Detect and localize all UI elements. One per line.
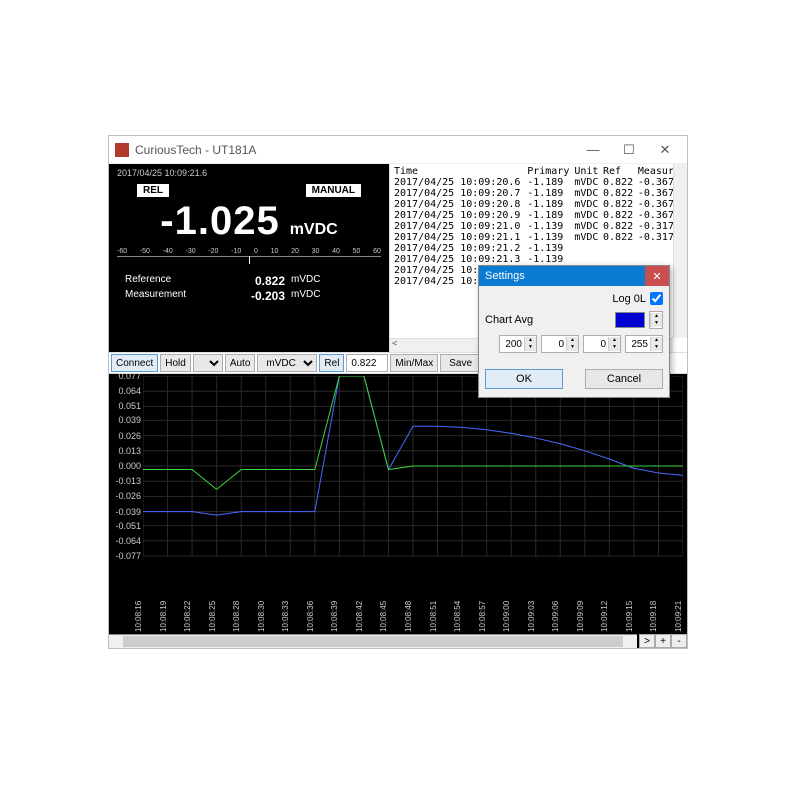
- swatch-spinner[interactable]: ▲▼: [649, 311, 663, 329]
- spinner-3[interactable]: ▲▼: [583, 335, 621, 353]
- settings-title: Settings: [485, 270, 525, 282]
- chart-y-label: -0.051: [111, 521, 141, 531]
- chart-x-label: 10:08:54: [453, 582, 462, 632]
- chart-y-label: 0.026: [111, 431, 141, 441]
- chart-x-label: 10:09:09: [576, 582, 585, 632]
- chart-x-label: 10:09:03: [527, 582, 536, 632]
- chart-y-label: 0.051: [111, 401, 141, 411]
- table-row[interactable]: 2017/04/25 10:09:20.9-1.189mVDC0.822-0.3…: [394, 210, 685, 221]
- chart-x-label: 10:09:18: [649, 582, 658, 632]
- chart-x-label: 10:08:51: [429, 582, 438, 632]
- rel-button[interactable]: Rel: [319, 354, 344, 372]
- chart-x-label: 10:08:33: [281, 582, 290, 632]
- chart-x-label: 10:08:45: [379, 582, 388, 632]
- log0l-label: Log 0L: [612, 293, 646, 305]
- measurement-unit: mVDC: [291, 289, 320, 303]
- chart-area: > + - 0.077 0.064 0.051 0.039 0.026 0.013 0.00…: [109, 374, 687, 648]
- hold-button[interactable]: Hold: [160, 354, 191, 372]
- chart-zoom-out[interactable]: -: [671, 634, 687, 648]
- reference-label: Reference: [125, 274, 225, 288]
- table-row[interactable]: 2017/04/25 10:09:20.7-1.189mVDC0.822-0.3…: [394, 188, 685, 199]
- chart-plot: [143, 376, 683, 616]
- reference-value: 0.822: [225, 274, 285, 288]
- spinner-1[interactable]: ▲▼: [499, 335, 537, 353]
- chart-scroll-right[interactable]: >: [639, 634, 655, 648]
- chart-x-label: 10:09:12: [600, 582, 609, 632]
- spinner-4[interactable]: ▲▼: [625, 335, 663, 353]
- titlebar: CuriousTech - UT181A — ☐ ✕: [109, 136, 687, 164]
- measurement-label: Measurement: [125, 289, 225, 303]
- chart-x-label: 10:09:00: [502, 582, 511, 632]
- mode-select[interactable]: mVDC: [257, 354, 317, 372]
- table-row[interactable]: 2017/04/25 10:09:21.3-1.139: [394, 254, 685, 265]
- chart-y-label: 0.077: [111, 374, 141, 381]
- chart-zoom-in[interactable]: +: [655, 634, 671, 648]
- chartavg-label: Chart Avg: [485, 314, 533, 326]
- color-swatch[interactable]: [615, 312, 645, 328]
- chart-y-label: 0.013: [111, 446, 141, 456]
- manual-badge: MANUAL: [306, 184, 361, 197]
- chart-x-label: 10:08:19: [159, 582, 168, 632]
- chart-x-label: 10:08:25: [208, 582, 217, 632]
- chart-x-label: 10:08:28: [232, 582, 241, 632]
- settings-cancel-button[interactable]: Cancel: [585, 369, 663, 389]
- table-header: Unit: [574, 166, 603, 177]
- rel-badge: REL: [137, 184, 169, 197]
- hold-select[interactable]: [193, 354, 223, 372]
- chart-y-label: -0.077: [111, 551, 141, 561]
- display-timestamp: 2017/04/25 10:09:21.6: [117, 168, 381, 178]
- table-vscroll[interactable]: [673, 164, 687, 338]
- chart-x-label: 10:08:16: [134, 582, 143, 632]
- display-panel: 2017/04/25 10:09:21.6 REL MANUAL -1.025 …: [109, 164, 389, 352]
- settings-ok-button[interactable]: OK: [485, 369, 563, 389]
- auto-button[interactable]: Auto: [225, 354, 256, 372]
- settings-titlebar: Settings ✕: [479, 266, 669, 286]
- spinner-2[interactable]: ▲▼: [541, 335, 579, 353]
- chart-x-label: 10:09:21: [674, 582, 683, 632]
- chart-y-label: -0.026: [111, 491, 141, 501]
- maximize-button[interactable]: ☐: [611, 137, 647, 163]
- table-header: Primary: [527, 166, 574, 177]
- scale: -60-50-40-30-20-100102030405060: [117, 248, 381, 262]
- close-button[interactable]: ✕: [647, 137, 683, 163]
- rel-value-input[interactable]: [346, 354, 388, 372]
- main-value: -1.025: [160, 199, 279, 244]
- main-unit: mVDC: [290, 221, 338, 239]
- chart-x-label: 10:08:36: [306, 582, 315, 632]
- window-title: CuriousTech - UT181A: [135, 143, 575, 157]
- table-row[interactable]: 2017/04/25 10:09:20.8-1.189mVDC0.822-0.3…: [394, 199, 685, 210]
- chart-y-label: -0.013: [111, 476, 141, 486]
- chart-x-label: 10:08:30: [257, 582, 266, 632]
- minimize-button[interactable]: —: [575, 137, 611, 163]
- chart-x-label: 10:09:06: [551, 582, 560, 632]
- chart-x-label: 10:08:57: [478, 582, 487, 632]
- chart-hscroll[interactable]: [109, 634, 637, 648]
- connect-button[interactable]: Connect: [111, 354, 158, 372]
- log0l-checkbox[interactable]: [650, 292, 663, 305]
- table-header: Ref: [603, 166, 638, 177]
- chart-y-label: 0.039: [111, 415, 141, 425]
- chart-x-label: 10:08:39: [330, 582, 339, 632]
- chart-x-label: 10:08:48: [404, 582, 413, 632]
- settings-close-button[interactable]: ✕: [645, 266, 669, 286]
- chart-y-label: 0.000: [111, 461, 141, 471]
- chart-y-label: -0.039: [111, 507, 141, 517]
- table-row[interactable]: 2017/04/25 10:09:21.2-1.139: [394, 243, 685, 254]
- chart-y-label: -0.064: [111, 536, 141, 546]
- chart-x-label: 10:08:22: [183, 582, 192, 632]
- chart-x-label: 10:09:15: [625, 582, 634, 632]
- measurement-value: -0.203: [225, 289, 285, 303]
- table-row[interactable]: 2017/04/25 10:09:21.1-1.139mVDC0.822-0.3…: [394, 232, 685, 243]
- table-row[interactable]: 2017/04/25 10:09:21.0-1.139mVDC0.822-0.3…: [394, 221, 685, 232]
- table-row[interactable]: 2017/04/25 10:09:20.6-1.189mVDC0.822-0.3…: [394, 177, 685, 188]
- minmax-button[interactable]: Min/Max: [390, 354, 438, 372]
- table-header: Time: [394, 166, 527, 177]
- chart-y-label: 0.064: [111, 386, 141, 396]
- app-icon: [115, 143, 129, 157]
- reference-unit: mVDC: [291, 274, 320, 288]
- chart-x-label: 10:08:42: [355, 582, 364, 632]
- settings-dialog: Settings ✕ Log 0L Chart Avg ▲▼ ▲▼ ▲▼ ▲▼ …: [478, 265, 670, 398]
